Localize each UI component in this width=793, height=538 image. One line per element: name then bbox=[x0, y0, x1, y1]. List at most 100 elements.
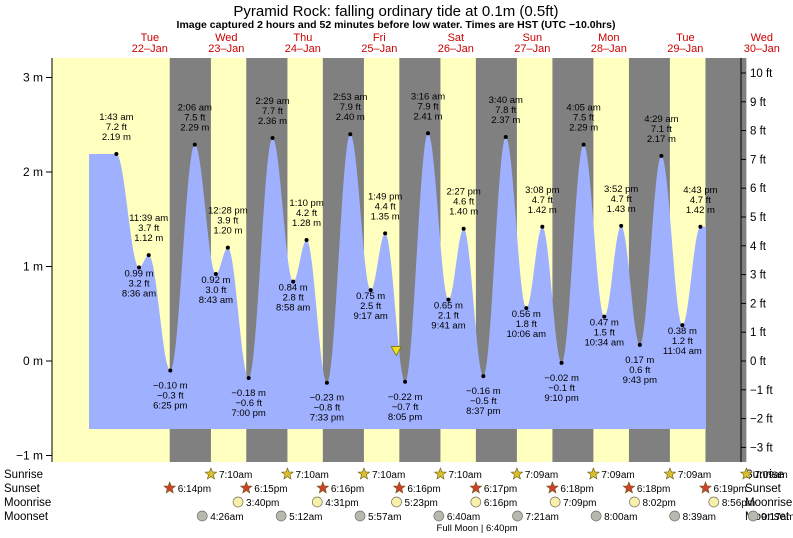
tide-label: 9:17 am bbox=[354, 311, 388, 322]
right-tick-label: 2 ft bbox=[750, 298, 767, 310]
day-name: Thu bbox=[293, 32, 312, 44]
tide-point bbox=[291, 279, 296, 284]
tide-label: −0.7 ft bbox=[392, 402, 419, 413]
tide-label: 1.42 m bbox=[686, 205, 715, 216]
right-tick-label: 6 ft bbox=[750, 183, 767, 195]
tide-label: −0.6 ft bbox=[235, 398, 262, 409]
moon-icon bbox=[354, 510, 366, 522]
tide-label: 0.6 ft bbox=[629, 365, 650, 376]
tide-label: 1.8 ft bbox=[516, 319, 537, 330]
tide-label: 1.42 m bbox=[528, 205, 557, 216]
tide-label: 1:43 am bbox=[99, 112, 133, 123]
moon-icon bbox=[391, 496, 402, 508]
day-name: Fri bbox=[373, 32, 386, 44]
day-name: Sun bbox=[523, 32, 543, 44]
sun-icon bbox=[469, 481, 483, 494]
sunset-time: 6:18pm bbox=[637, 484, 670, 495]
tide-label: 2:29 am bbox=[255, 96, 289, 107]
sun-icon bbox=[316, 481, 330, 494]
night-band bbox=[705, 58, 747, 462]
row-label-left: Sunrise bbox=[4, 469, 43, 481]
tide-label: 7.9 ft bbox=[417, 101, 438, 112]
tide-label: 1:10 pm bbox=[289, 198, 323, 209]
tide-point bbox=[137, 265, 142, 270]
tide-label: 3.0 ft bbox=[205, 285, 226, 296]
moonset-time: 6:40am bbox=[447, 512, 480, 523]
tide-label: 1.12 m bbox=[134, 233, 163, 244]
tide-label: 11:04 am bbox=[663, 346, 702, 357]
right-tick-label: 1 ft bbox=[750, 327, 767, 339]
sun-icon bbox=[699, 481, 712, 494]
tide-curve bbox=[89, 133, 706, 430]
moonrise-time: 5:23pm bbox=[405, 498, 438, 509]
sunrise-time: 7:10am bbox=[372, 470, 405, 481]
left-tick-label: 0 m bbox=[23, 354, 43, 368]
moonset-time: 7:21am bbox=[526, 512, 559, 523]
sun-icon bbox=[392, 481, 406, 494]
sun-icon bbox=[357, 467, 371, 480]
sun-icon bbox=[545, 481, 559, 494]
tide-label: 0.65 m bbox=[434, 301, 463, 312]
tide-label: −0.10 m bbox=[153, 380, 188, 391]
tide-label: 0.47 m bbox=[590, 318, 619, 329]
moon-icon bbox=[590, 510, 602, 522]
tide-label: 4:43 pm bbox=[683, 185, 717, 196]
tide-point bbox=[637, 342, 642, 347]
tide-label: 3.9 ft bbox=[217, 216, 238, 227]
moon-icon bbox=[470, 496, 482, 508]
tide-label: 6:25 pm bbox=[153, 400, 187, 411]
day-date: 26–Jan bbox=[438, 43, 474, 55]
day-name: Tue bbox=[141, 32, 160, 44]
tide-label: 4.2 ft bbox=[296, 208, 317, 219]
moonset-time: 8:39am bbox=[683, 512, 716, 523]
tide-point bbox=[246, 376, 251, 381]
tide-label: 8:05 pm bbox=[388, 412, 422, 423]
tide-point bbox=[559, 360, 564, 365]
day-date: 25–Jan bbox=[361, 43, 397, 55]
day-name: Tue bbox=[676, 32, 695, 44]
tide-label: −0.16 m bbox=[466, 386, 501, 397]
tide-label: −0.8 ft bbox=[314, 403, 341, 414]
tide-label: 2.1 ft bbox=[438, 311, 459, 322]
day-date: 29–Jan bbox=[667, 43, 703, 55]
tide-area bbox=[89, 133, 706, 430]
tide-label: −0.22 m bbox=[388, 392, 423, 403]
right-tick-label: 0 ft bbox=[750, 356, 767, 368]
tide-point bbox=[192, 142, 197, 147]
sunset-time: 6:18pm bbox=[560, 484, 593, 495]
tide-label: 2.19 m bbox=[102, 132, 131, 143]
tide-point bbox=[503, 135, 508, 140]
sun-icon bbox=[622, 481, 636, 494]
tide-label: 1.5 ft bbox=[594, 328, 615, 339]
tide-label: 2.8 ft bbox=[283, 293, 304, 304]
day-date: 24–Jan bbox=[285, 43, 321, 55]
day-date: 22–Jan bbox=[132, 43, 168, 55]
row-label-right: Moonrise bbox=[745, 497, 792, 509]
tide-label: 3:40 am bbox=[489, 95, 523, 106]
tide-point bbox=[348, 132, 353, 137]
tide-label: 8:43 am bbox=[199, 295, 233, 306]
right-tick-label: 10 ft bbox=[750, 68, 773, 80]
sun-icon bbox=[204, 467, 218, 480]
tide-label: 3:52 pm bbox=[604, 184, 638, 195]
tide-label: 0.92 m bbox=[201, 275, 230, 286]
axes: 3 m 2 m 1 m 0 m −1 m 10 ft 9 ft 8 ft 7 ft 6 ft 5 f… bbox=[16, 58, 774, 463]
moonrise-time: 4:31pm bbox=[325, 498, 358, 509]
tide-label: −0.5 ft bbox=[470, 396, 497, 407]
moon-icon bbox=[747, 510, 759, 522]
sun-moon-table: Sunrise Sunrise 7:10am 7:10am 7:10am 7:10am 7:… bbox=[4, 467, 793, 534]
tide-label: 3.7 ft bbox=[138, 223, 159, 234]
sunset-time: 6:17pm bbox=[484, 484, 517, 495]
tide-label: 1.35 m bbox=[371, 211, 400, 222]
tide-point bbox=[461, 226, 466, 231]
tide-label: 2:53 am bbox=[333, 92, 367, 103]
tide-label: 7.8 ft bbox=[495, 105, 516, 116]
tide-label: 9:41 am bbox=[431, 321, 465, 332]
day-name: Mon bbox=[598, 32, 619, 44]
left-tick-label: 2 m bbox=[23, 165, 43, 179]
sun-icon bbox=[586, 467, 600, 480]
sun-icon bbox=[280, 467, 294, 480]
moon-icon bbox=[433, 510, 445, 522]
sunrise-time: 7:09am bbox=[754, 470, 787, 481]
tide-point bbox=[168, 368, 173, 373]
